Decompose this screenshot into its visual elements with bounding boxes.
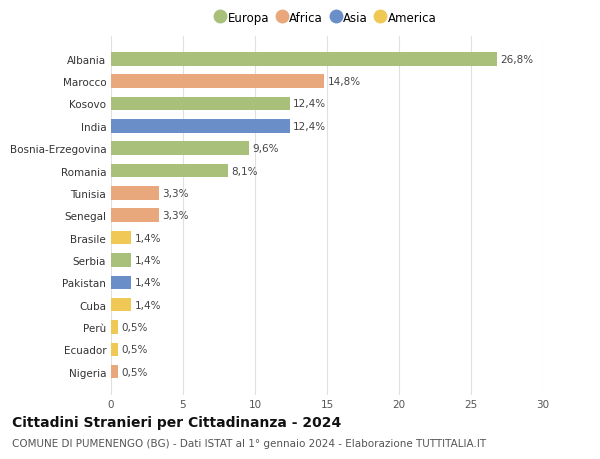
Bar — [111, 142, 249, 156]
Text: 0,5%: 0,5% — [122, 322, 148, 332]
Text: 0,5%: 0,5% — [122, 345, 148, 354]
Bar — [111, 209, 158, 223]
Text: 1,4%: 1,4% — [135, 233, 161, 243]
Text: 3,3%: 3,3% — [162, 211, 188, 221]
Text: 3,3%: 3,3% — [162, 189, 188, 198]
Legend: Europa, Africa, Asia, America: Europa, Africa, Asia, America — [215, 10, 439, 27]
Text: 12,4%: 12,4% — [293, 122, 326, 132]
Bar — [111, 53, 497, 67]
Bar — [111, 120, 290, 133]
Bar — [111, 187, 158, 200]
Text: 1,4%: 1,4% — [135, 255, 161, 265]
Text: COMUNE DI PUMENENGO (BG) - Dati ISTAT al 1° gennaio 2024 - Elaborazione TUTTITAL: COMUNE DI PUMENENGO (BG) - Dati ISTAT al… — [12, 438, 486, 448]
Text: 14,8%: 14,8% — [328, 77, 361, 87]
Bar — [111, 98, 290, 111]
Text: Cittadini Stranieri per Cittadinanza - 2024: Cittadini Stranieri per Cittadinanza - 2… — [12, 415, 341, 429]
Bar — [111, 343, 118, 356]
Bar — [111, 298, 131, 312]
Text: 0,5%: 0,5% — [122, 367, 148, 377]
Bar — [111, 320, 118, 334]
Text: 8,1%: 8,1% — [231, 166, 258, 176]
Text: 1,4%: 1,4% — [135, 300, 161, 310]
Bar — [111, 365, 118, 379]
Bar — [111, 276, 131, 289]
Bar — [111, 231, 131, 245]
Text: 12,4%: 12,4% — [293, 99, 326, 109]
Bar — [111, 75, 324, 89]
Text: 1,4%: 1,4% — [135, 278, 161, 288]
Text: 9,6%: 9,6% — [253, 144, 280, 154]
Bar — [111, 254, 131, 267]
Text: 26,8%: 26,8% — [500, 55, 533, 65]
Bar — [111, 164, 227, 178]
